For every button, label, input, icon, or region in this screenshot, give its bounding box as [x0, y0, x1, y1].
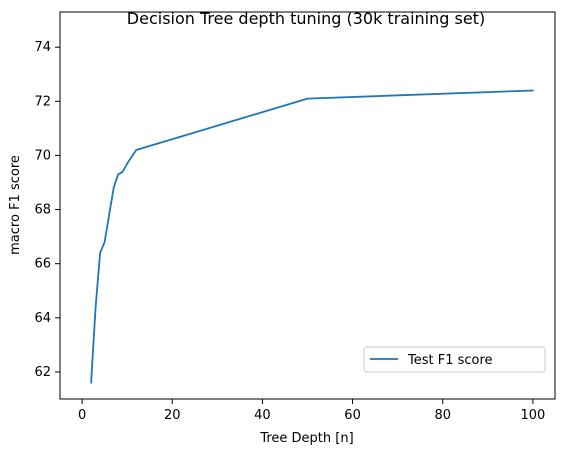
y-tick-label: 68	[34, 203, 51, 218]
legend-box	[363, 346, 546, 373]
y-tick-label: 62	[34, 365, 51, 380]
y-tick-label: 72	[34, 94, 51, 109]
y-tick-label: 74	[34, 40, 51, 55]
y-tick-label: 66	[34, 257, 51, 272]
x-axis-ticks: 0 20 40 60 80 100	[78, 399, 545, 423]
x-tick-label: 20	[164, 408, 181, 423]
chart-title: Decision Tree depth tuning (30k training…	[127, 9, 485, 28]
series-layer	[90, 89, 534, 384]
plot-area-frame	[59, 11, 556, 400]
x-axis-label: Tree Depth [n]	[259, 431, 353, 446]
x-tick-label: 0	[78, 408, 86, 423]
x-tick-label: 80	[434, 408, 451, 423]
x-tick-label: 100	[520, 408, 545, 423]
x-tick-label: 60	[344, 408, 361, 423]
y-axis-label: macro F1 score	[8, 155, 23, 255]
x-tick-label: 40	[254, 408, 271, 423]
y-tick-label: 70	[34, 148, 51, 163]
y-tick-label: 64	[34, 311, 51, 326]
legend: Test F1 score	[363, 346, 546, 373]
series-line-0	[90, 89, 534, 384]
legend-label: Test F1 score	[407, 353, 493, 368]
y-axis-ticks: 62 64 66 68 70 72 74	[34, 40, 60, 380]
